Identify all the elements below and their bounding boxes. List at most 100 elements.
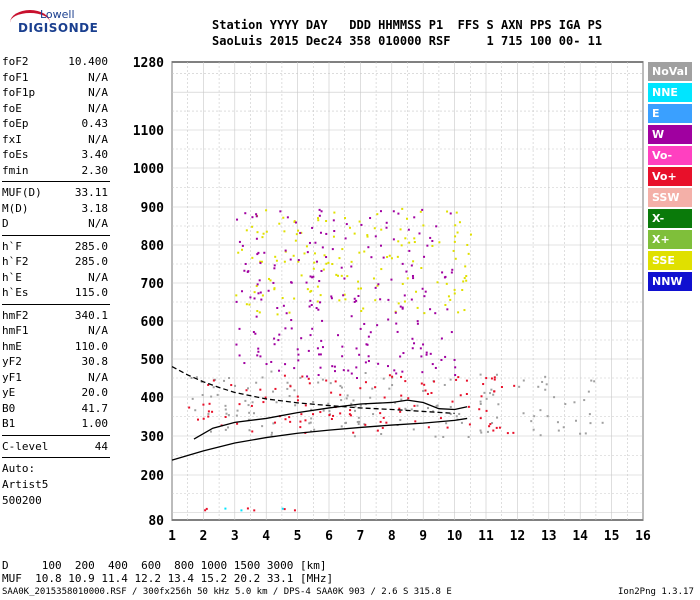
echo-point (388, 254, 391, 257)
echo-point (449, 298, 452, 301)
echo-point (382, 377, 385, 380)
echo-point (317, 374, 320, 377)
echo-point (245, 229, 248, 232)
param-value: 20.0 (81, 386, 109, 399)
echo-point (589, 422, 592, 425)
y-tick-label: 1280 (133, 56, 164, 71)
echo-point (432, 410, 435, 413)
echo-point (533, 415, 536, 418)
x-tick-label: 1 (168, 529, 176, 544)
echo-point (341, 355, 344, 358)
echo-point (248, 429, 251, 432)
echo-point (325, 256, 328, 259)
echo-point (362, 307, 365, 310)
echo-point (278, 222, 281, 225)
echo-point (350, 402, 353, 405)
echo-point (478, 408, 481, 411)
echo-point (273, 288, 276, 291)
echo-point (317, 219, 320, 222)
echo-point (293, 220, 296, 223)
echo-point (316, 285, 319, 288)
echo-point (204, 509, 207, 512)
echo-point (413, 237, 416, 240)
echo-point (288, 311, 291, 314)
echo-point (464, 265, 467, 268)
echo-point (489, 392, 492, 395)
param-name: D (2, 217, 9, 230)
echo-point (466, 243, 469, 246)
echo-point (479, 417, 482, 420)
echo-point (460, 421, 463, 424)
echo-point (309, 421, 312, 424)
echo-point (399, 228, 402, 231)
echo-point (343, 277, 346, 280)
echo-point (246, 387, 249, 390)
echo-point (486, 430, 489, 433)
echo-point (573, 401, 576, 404)
echo-point (369, 396, 372, 399)
echo-point (350, 260, 353, 263)
echo-point (267, 289, 270, 292)
echo-point (256, 283, 259, 286)
echo-point (377, 283, 380, 286)
echo-point (445, 422, 448, 425)
echo-point (236, 218, 239, 221)
echo-point (450, 331, 453, 334)
param-separator (2, 457, 110, 458)
echo-point (201, 393, 204, 396)
echo-point (333, 365, 336, 368)
echo-point (255, 381, 258, 384)
echo-point (500, 386, 503, 389)
echo-point (256, 231, 259, 234)
param-value: 3.40 (81, 148, 109, 161)
param-name: yF1 (2, 370, 22, 384)
param-value: 340.1 (74, 308, 108, 322)
echo-point (426, 244, 429, 247)
echo-point (243, 269, 246, 272)
echo-point (350, 315, 353, 318)
echo-point (299, 376, 302, 379)
echo-point (257, 350, 260, 353)
echo-point (377, 362, 380, 365)
echo-point (454, 374, 457, 377)
echo-point (357, 416, 360, 419)
x-tick-label: 5 (294, 529, 302, 544)
logo-arc-icon (10, 10, 50, 35)
echo-point (329, 382, 332, 385)
echo-point (453, 288, 456, 291)
echo-point (214, 378, 217, 381)
echo-point (451, 268, 454, 271)
echo-point (207, 410, 210, 413)
echo-point (191, 397, 194, 400)
echo-point (394, 311, 397, 314)
echo-point (321, 378, 324, 381)
echo-point (283, 508, 286, 511)
echo-point (352, 431, 355, 434)
echo-point (358, 251, 361, 254)
echo-point (433, 380, 436, 383)
echo-point (202, 417, 205, 420)
echo-point (485, 377, 488, 380)
echo-point (320, 210, 323, 213)
echo-point (353, 232, 356, 235)
echo-point (253, 297, 256, 300)
echo-point (372, 413, 375, 416)
param-row: foEp 0.43 (2, 117, 108, 133)
echo-point (444, 355, 447, 358)
echo-point (319, 294, 322, 297)
echo-point (401, 207, 404, 210)
echo-point (245, 389, 248, 392)
echo-point (273, 337, 276, 340)
echo-point (272, 390, 275, 393)
echo-point (371, 387, 374, 390)
echo-point (456, 231, 459, 234)
echo-point (244, 262, 247, 265)
x-tick-label: 9 (419, 529, 427, 544)
echo-point (376, 284, 379, 287)
echo-point (309, 290, 312, 293)
echo-point (346, 275, 349, 278)
echo-point (340, 386, 343, 389)
echo-point (333, 230, 336, 233)
echo-point (480, 431, 483, 434)
echo-point (322, 409, 325, 412)
